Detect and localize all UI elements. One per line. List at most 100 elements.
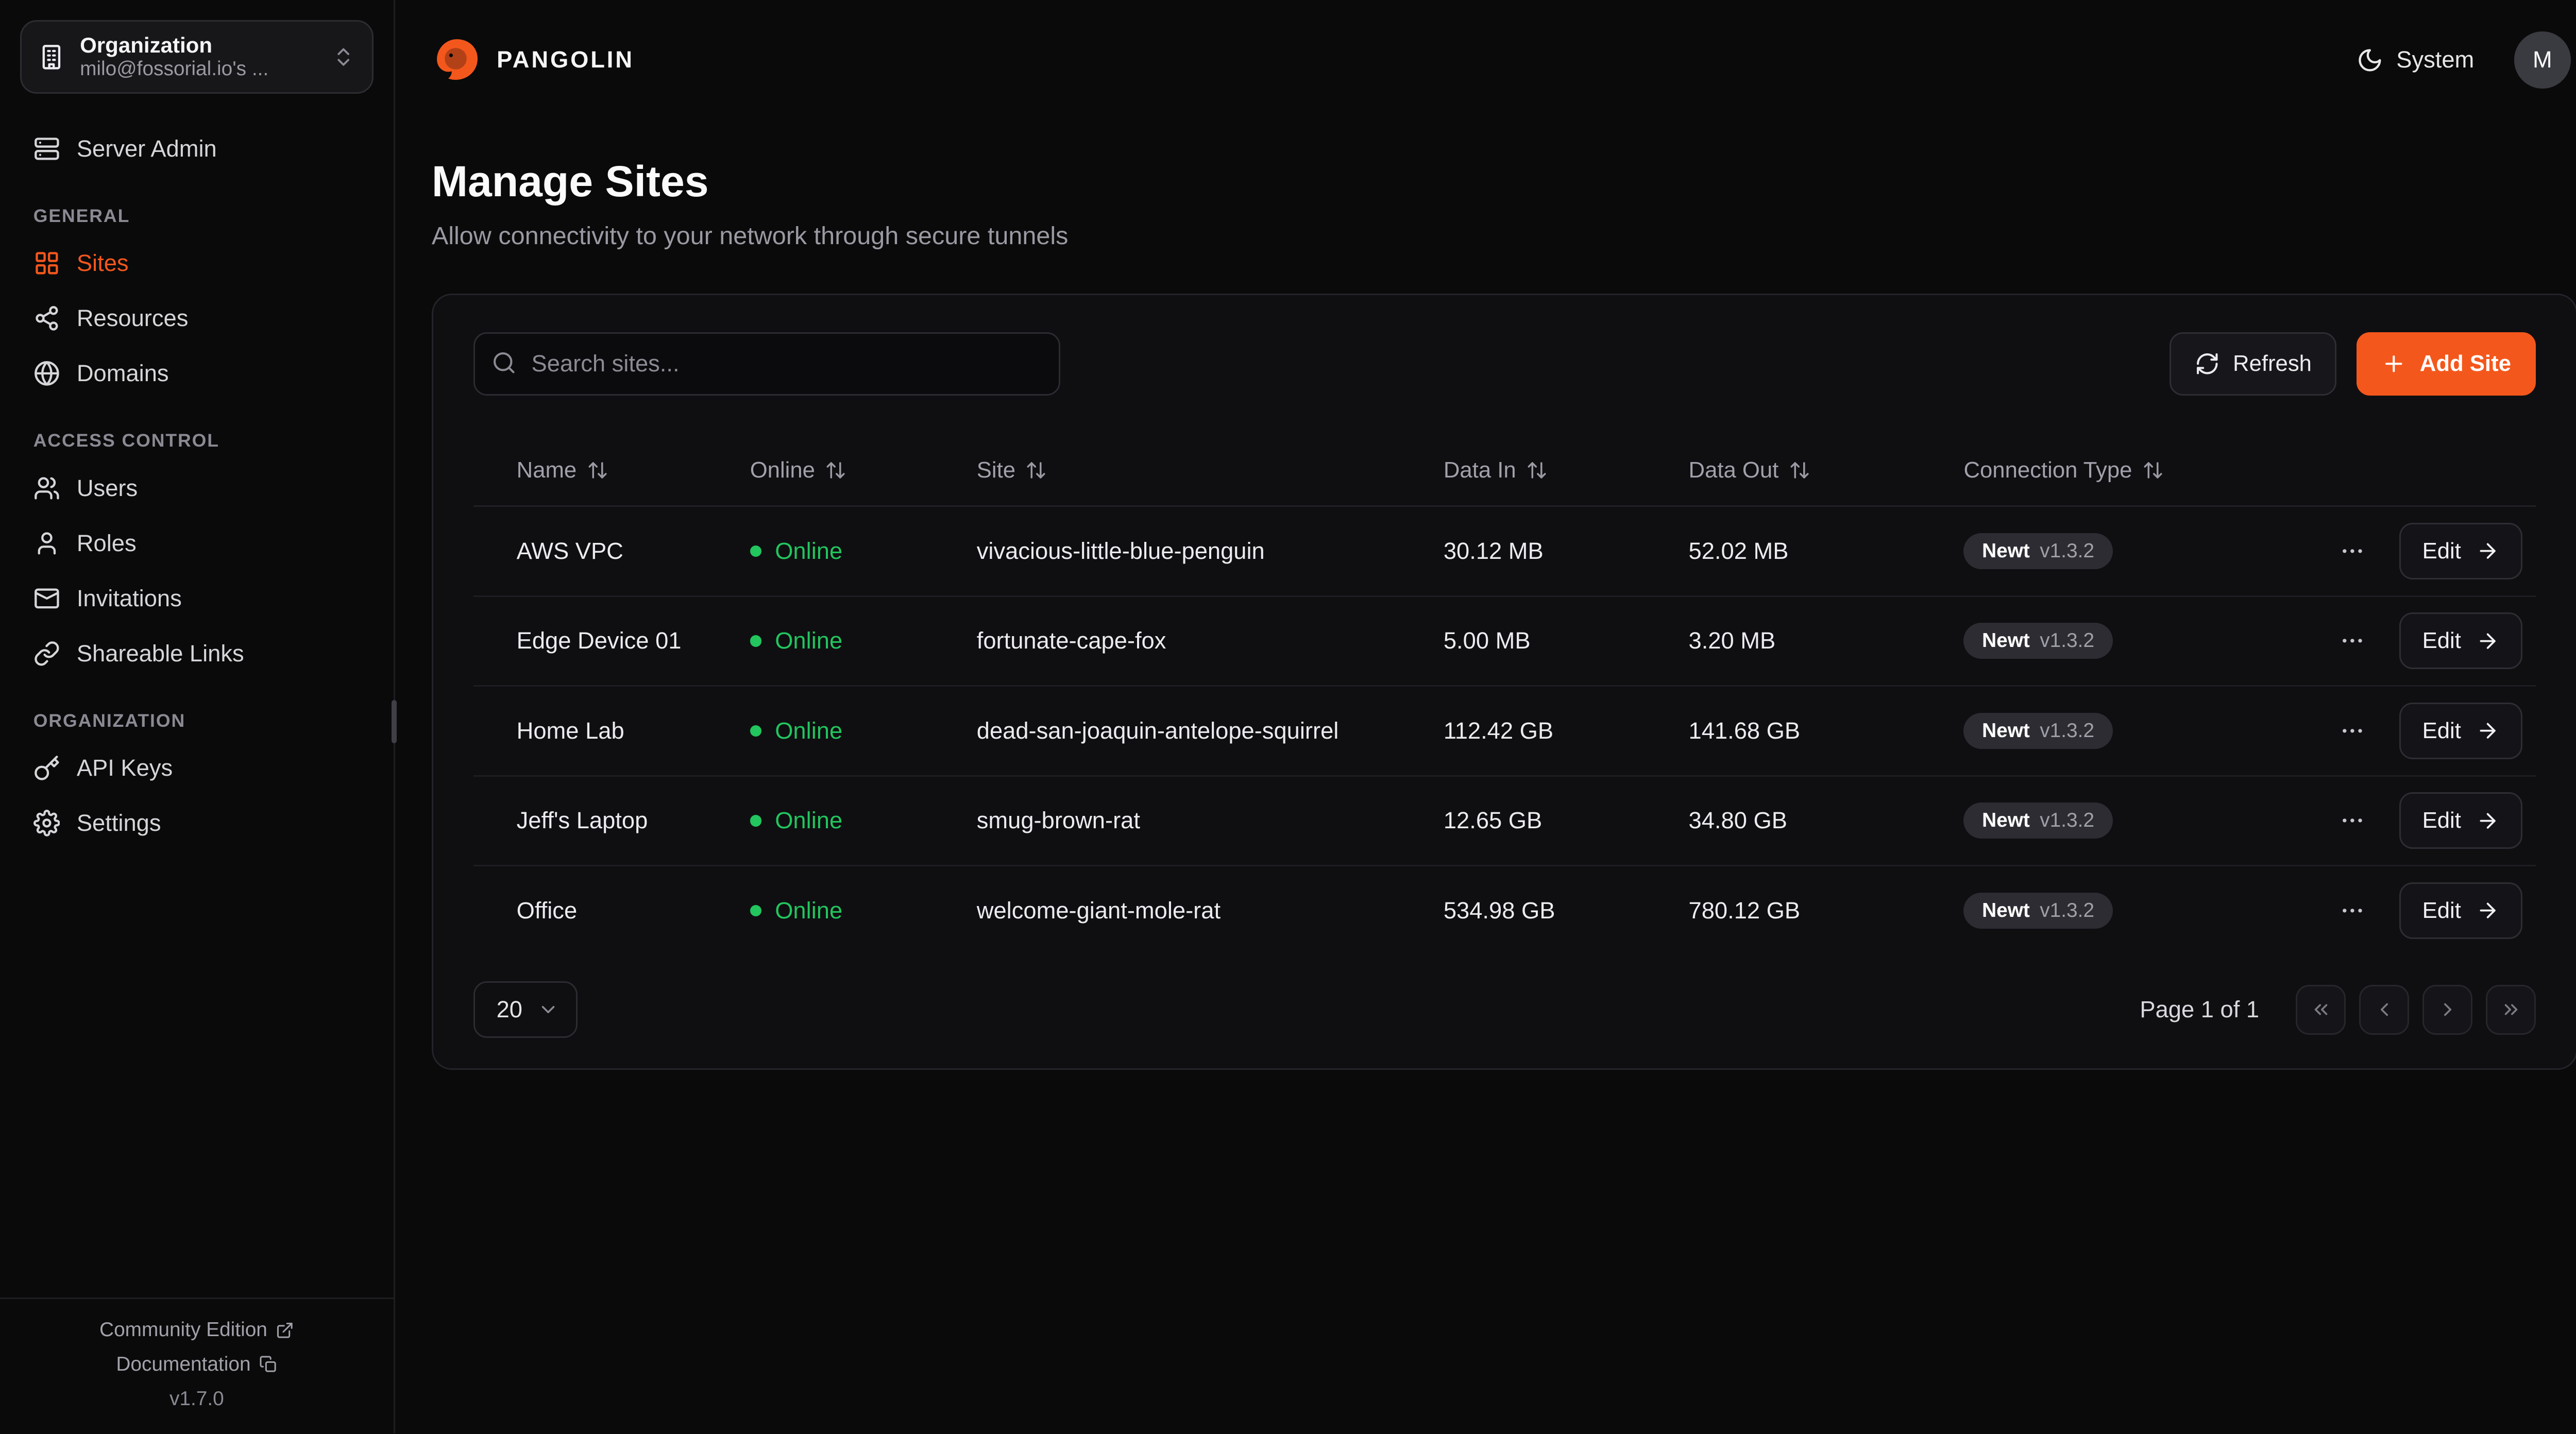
- arrow-right-icon: [2480, 813, 2496, 829]
- org-switcher[interactable]: Organization milo@fossorial.io's ...: [20, 20, 374, 94]
- table-row: AWS VPC Online vivacious-little-blue-pen…: [473, 507, 2536, 597]
- section-title-organization: ORGANIZATION: [33, 710, 186, 731]
- row-menu-button[interactable]: [2332, 711, 2372, 751]
- external-link-icon: [277, 1322, 293, 1338]
- data-out-cell: 141.68 GB: [1688, 717, 1801, 744]
- site-name-cell: Jeff's Laptop: [516, 807, 648, 834]
- edit-site-button[interactable]: Edit: [2399, 522, 2523, 579]
- row-actions: Edit: [2304, 612, 2536, 670]
- moon-icon: [2358, 48, 2381, 72]
- table-row: Home Lab Online dead-san-joaquin-antelop…: [473, 687, 2536, 777]
- toolbar-actions: Refresh Add Site: [2170, 332, 2536, 396]
- grid-icon: [36, 252, 58, 275]
- sidebar-resize-handle[interactable]: [392, 700, 397, 744]
- sidebar-item-settings[interactable]: Settings: [20, 796, 374, 850]
- column-header-data-in[interactable]: Data In: [1444, 457, 1689, 483]
- add-site-button[interactable]: Add Site: [2357, 332, 2536, 396]
- online-status: Online: [750, 538, 977, 565]
- connection-type-badge: Newt v1.3.2: [1963, 803, 2113, 839]
- chevrons-left-icon: [2314, 1004, 2328, 1015]
- sidebar-item-resources[interactable]: Resources: [20, 292, 374, 345]
- arrow-right-icon: [2480, 902, 2496, 918]
- site-id-cell: smug-brown-rat: [976, 807, 1140, 834]
- column-header-site[interactable]: Site: [977, 457, 1444, 483]
- last-page-button[interactable]: [2486, 984, 2536, 1035]
- topbar: PANGOLIN System M: [395, 0, 2576, 120]
- documentation-link[interactable]: Documentation: [116, 1353, 277, 1376]
- status-dot: [750, 545, 762, 557]
- edit-site-button[interactable]: Edit: [2399, 612, 2523, 670]
- theme-toggle-label: System: [2396, 46, 2475, 73]
- site-id-cell: fortunate-cape-fox: [976, 627, 1166, 654]
- theme-toggle-button[interactable]: System: [2346, 45, 2484, 75]
- edit-site-button[interactable]: Edit: [2399, 882, 2523, 939]
- avatar[interactable]: M: [2514, 31, 2571, 89]
- main-area: PANGOLIN System M Manage Sites Allow con…: [395, 0, 2576, 1433]
- refresh-button[interactable]: Refresh: [2170, 332, 2337, 396]
- ellipsis-icon: [2343, 909, 2362, 913]
- connection-type-badge: Newt v1.3.2: [1963, 892, 2113, 929]
- first-page-button[interactable]: [2296, 984, 2346, 1035]
- topbar-right: System M: [2346, 31, 2571, 89]
- brand: PANGOLIN: [432, 35, 634, 85]
- row-menu-button[interactable]: [2332, 621, 2372, 661]
- site-id-cell: dead-san-joaquin-antelope-squirrel: [976, 717, 1339, 744]
- page-size-select[interactable]: 20: [473, 981, 578, 1038]
- sidebar-item-server-admin[interactable]: Server Admin: [20, 122, 374, 176]
- pagination-controls: Page 1 of 1: [2140, 984, 2536, 1035]
- edit-site-button[interactable]: Edit: [2399, 792, 2523, 849]
- sites-table: Name Online Site Data In Data Out Connec…: [473, 435, 2536, 954]
- row-menu-button[interactable]: [2332, 531, 2372, 571]
- sidebar-item-roles[interactable]: Roles: [20, 517, 374, 570]
- sidebar-item-label: Sites: [76, 250, 129, 277]
- page-status: Page 1 of 1: [2140, 996, 2260, 1023]
- community-edition-label: Community Edition: [99, 1319, 267, 1341]
- sidebar-item-label: Resources: [76, 305, 189, 332]
- column-header-connection-type[interactable]: Connection Type: [1963, 457, 2303, 483]
- community-edition-link[interactable]: Community Edition: [99, 1319, 294, 1341]
- previous-page-button[interactable]: [2359, 984, 2410, 1035]
- data-in-cell: 534.98 GB: [1443, 897, 1555, 924]
- sidebar-item-label: Roles: [76, 530, 137, 556]
- arrow-right-icon: [2480, 723, 2496, 739]
- search-icon: [494, 352, 515, 373]
- sidebar-item-invitations[interactable]: Invitations: [20, 572, 374, 625]
- sidebar-item-users[interactable]: Users: [20, 462, 374, 515]
- sidebar-item-shareable-links[interactable]: Shareable Links: [20, 627, 374, 680]
- arrow-right-icon: [2480, 633, 2496, 649]
- page-size-value: 20: [496, 996, 522, 1023]
- table-header-row: Name Online Site Data In Data Out Connec…: [473, 435, 2536, 507]
- link-icon: [35, 641, 59, 666]
- sidebar-item-label: Invitations: [76, 585, 182, 611]
- column-header-online[interactable]: Online: [750, 457, 977, 483]
- status-dot: [750, 725, 762, 737]
- page-title: Manage Sites: [431, 157, 709, 206]
- online-status: Online: [750, 718, 977, 744]
- sidebar-item-label: Domains: [76, 360, 169, 387]
- status-dot: [750, 815, 762, 827]
- sites-card: Refresh Add Site Name Online Site Data I…: [431, 294, 2576, 1070]
- data-out-cell: 34.80 GB: [1688, 807, 1787, 834]
- sidebar-item-domains[interactable]: Domains: [20, 347, 374, 400]
- edit-site-button[interactable]: Edit: [2399, 702, 2523, 759]
- sidebar-item-label: Shareable Links: [76, 640, 244, 667]
- ellipsis-icon: [2343, 549, 2362, 553]
- connection-type-badge: Newt v1.3.2: [1963, 623, 2113, 659]
- column-header-data-out[interactable]: Data Out: [1689, 457, 1964, 483]
- search-input[interactable]: [473, 332, 1060, 396]
- status-dot: [750, 904, 762, 917]
- key-icon: [34, 756, 59, 780]
- column-header-name[interactable]: Name: [517, 457, 750, 483]
- sort-icon: [588, 462, 607, 479]
- row-menu-button[interactable]: [2332, 801, 2372, 841]
- next-page-button[interactable]: [2422, 984, 2473, 1035]
- chevron-left-icon: [2380, 1003, 2388, 1016]
- search-box: [473, 332, 1060, 396]
- row-menu-button[interactable]: [2332, 891, 2372, 931]
- org-switcher-title: Organization: [80, 33, 213, 58]
- sidebar-nav: Server Admin GENERAL Sites Resources Dom…: [0, 114, 394, 851]
- sidebar-item-sites[interactable]: Sites: [20, 237, 374, 291]
- sidebar-item-api-keys[interactable]: API Keys: [20, 741, 374, 795]
- ellipsis-icon: [2343, 639, 2362, 643]
